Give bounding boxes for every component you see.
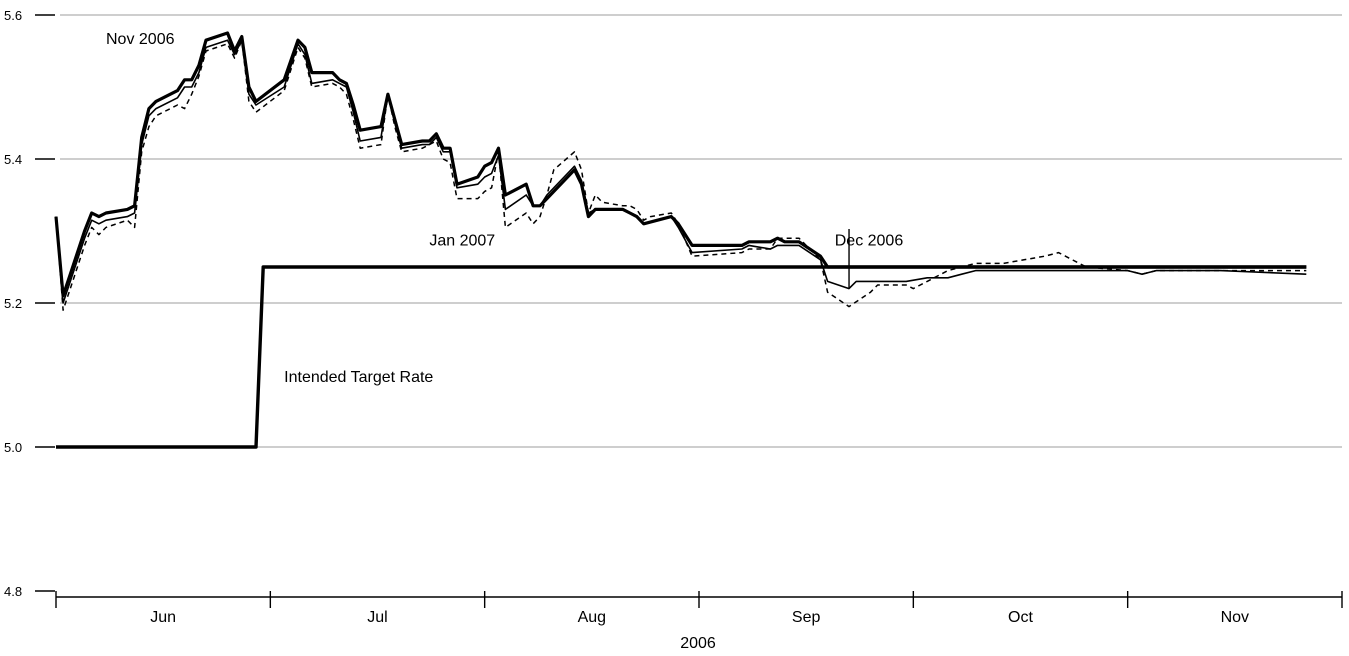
x-tick-label: Sep [792,609,821,626]
x-tick-label: Oct [1008,609,1033,626]
y-tick-label: 5.2 [4,296,22,311]
annotation-label: Intended Target Rate [284,369,433,386]
y-tick-label: 5.0 [4,440,22,455]
gridlines [60,14,1342,448]
x-axis-label: 2006 [680,635,716,652]
x-tick-label: Jun [150,609,176,626]
annotation-label: Nov 2006 [106,31,175,48]
x-tick-label: Nov [1221,609,1249,626]
axes: 4.8 5.0 5.2 5.4 5.6 Jun Jul Aug Sep Oct Nov [4,8,1343,626]
series-line-jan-2007 [55,39,1307,311]
annotation-label: Dec 2006 [835,232,904,249]
series-line-dec-2006 [55,39,1307,304]
series-lines [54,31,1307,449]
x-tick-label: Aug [578,609,606,626]
annotation-label: Jan 2007 [429,232,495,249]
y-tick-label: 4.8 [4,584,22,599]
series-line-nov-2006 [54,31,1307,298]
y-tick-label: 5.6 [4,8,22,23]
annotations: Nov 2006 Jan 2007 Dec 2006 Intended Target … [106,31,903,386]
x-tick-label: Jul [367,609,387,626]
series-line-intended-target-rate [56,265,1307,449]
y-tick-label: 5.4 [4,152,22,167]
